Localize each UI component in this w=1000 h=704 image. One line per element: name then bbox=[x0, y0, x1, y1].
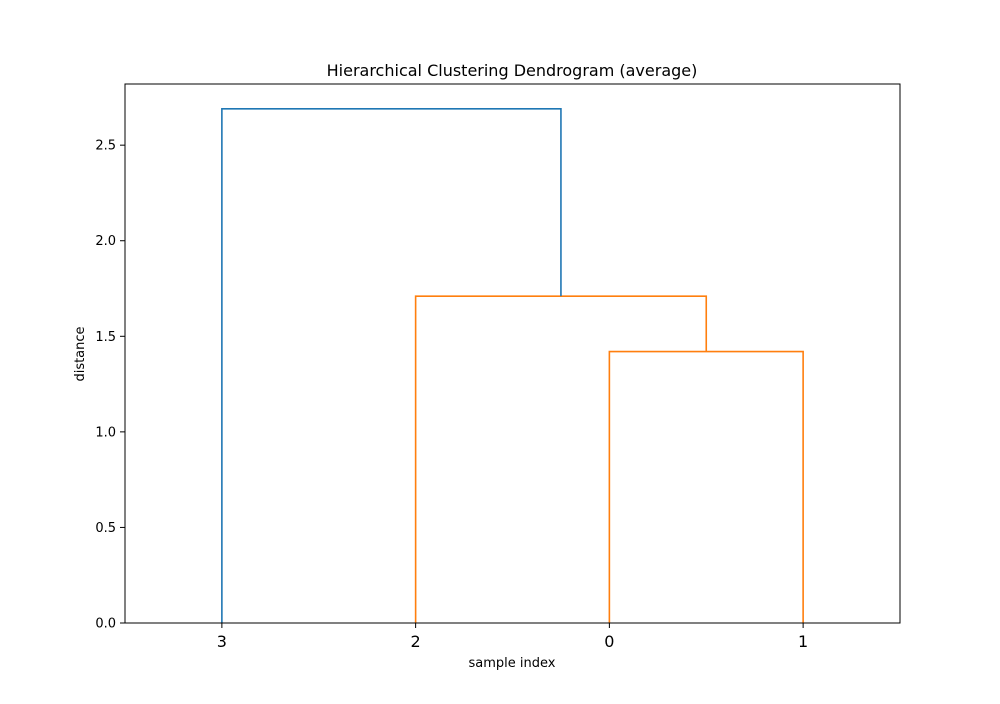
chart-title: Hierarchical Clustering Dendrogram (aver… bbox=[327, 61, 698, 80]
plot-frame bbox=[124, 83, 901, 624]
y-tick-label: 0.5 bbox=[95, 521, 116, 536]
x-tick-label: 2 bbox=[411, 632, 421, 651]
y-tick-label: 0.0 bbox=[95, 617, 116, 632]
x-axis-label: sample index bbox=[469, 656, 556, 671]
dendrogram-links bbox=[221, 108, 804, 623]
y-tick-label: 2.0 bbox=[95, 234, 116, 249]
dendrogram-link-2 bbox=[414, 295, 708, 623]
x-tick-label: 0 bbox=[604, 632, 614, 651]
y-tick-label: 2.5 bbox=[95, 139, 116, 154]
dendrogram-link-3 bbox=[221, 108, 562, 623]
y-tick-label: 1.0 bbox=[95, 425, 116, 440]
y-tick-label: 1.5 bbox=[95, 330, 116, 345]
x-axis-ticks: 3 2 0 1 bbox=[217, 623, 808, 651]
x-tick-label: 3 bbox=[217, 632, 227, 651]
y-axis-label: distance bbox=[73, 326, 88, 381]
dendrogram-link-1 bbox=[608, 350, 804, 623]
y-axis-ticks: 0.0 0.5 1.0 1.5 2.0 2.5 bbox=[95, 139, 125, 632]
x-tick-label: 1 bbox=[798, 632, 808, 651]
